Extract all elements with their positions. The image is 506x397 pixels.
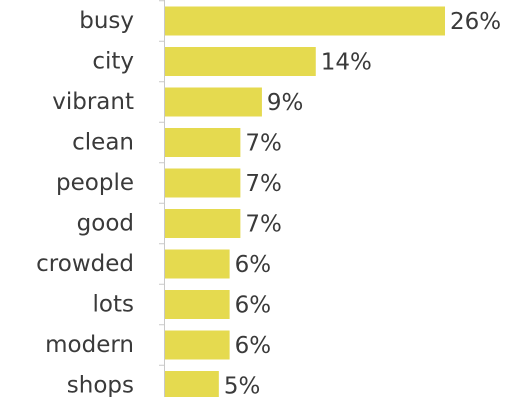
bar-lots bbox=[165, 290, 230, 319]
value-label-people: 7% bbox=[245, 171, 282, 197]
category-label-vibrant: vibrant bbox=[52, 89, 134, 115]
value-label-city: 14% bbox=[321, 50, 372, 76]
value-label-clean: 7% bbox=[245, 131, 282, 157]
bar-vibrant bbox=[165, 87, 262, 117]
value-label-vibrant: 9% bbox=[267, 90, 304, 116]
category-labels: busy city vibrant clean people good crowded lot… bbox=[36, 8, 134, 397]
bar-good bbox=[165, 209, 241, 238]
category-label-modern: modern bbox=[45, 332, 134, 358]
category-label-clean: clean bbox=[72, 130, 134, 156]
category-label-city: city bbox=[92, 49, 134, 75]
bar-modern bbox=[165, 330, 230, 360]
category-label-busy: busy bbox=[79, 8, 134, 34]
bar-crowded bbox=[165, 249, 230, 279]
value-label-busy: 26% bbox=[450, 9, 501, 35]
bar-people bbox=[165, 168, 241, 198]
value-label-good: 7% bbox=[245, 212, 282, 238]
category-label-lots: lots bbox=[93, 292, 134, 318]
axis-layer bbox=[159, 0, 165, 397]
category-label-crowded: crowded bbox=[36, 251, 134, 277]
bars-layer bbox=[165, 6, 445, 397]
bar-shops bbox=[165, 371, 219, 397]
bar-city bbox=[165, 47, 316, 76]
value-label-shops: 5% bbox=[224, 374, 261, 397]
value-label-crowded: 6% bbox=[235, 252, 272, 278]
category-label-good: good bbox=[77, 211, 134, 237]
category-label-shops: shops bbox=[67, 373, 134, 397]
value-label-modern: 6% bbox=[235, 333, 272, 359]
value-label-lots: 6% bbox=[235, 293, 272, 319]
value-labels: 26% 14% 9% 7% 7% 7% 6% 6% 6% 5% bbox=[224, 9, 501, 397]
bar-clean bbox=[165, 128, 241, 157]
category-label-people: people bbox=[56, 170, 134, 196]
bar-busy bbox=[165, 6, 445, 36]
